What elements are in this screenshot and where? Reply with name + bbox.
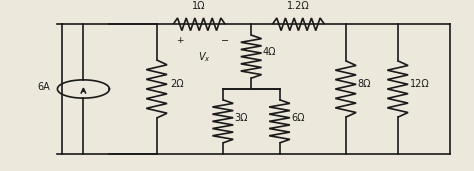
Text: 6A: 6A: [37, 82, 50, 92]
Text: 8Ω: 8Ω: [357, 79, 371, 89]
Text: 2Ω: 2Ω: [170, 79, 183, 89]
Text: 1Ω: 1Ω: [192, 1, 206, 11]
Text: −: −: [221, 36, 229, 46]
Text: 3Ω: 3Ω: [235, 113, 248, 123]
Text: 6Ω: 6Ω: [292, 113, 305, 123]
Text: 12Ω: 12Ω: [410, 79, 429, 89]
Text: 1.2Ω: 1.2Ω: [287, 1, 310, 11]
Text: $V_x$: $V_x$: [198, 51, 210, 64]
Text: 4Ω: 4Ω: [263, 47, 276, 57]
Text: +: +: [176, 36, 184, 45]
